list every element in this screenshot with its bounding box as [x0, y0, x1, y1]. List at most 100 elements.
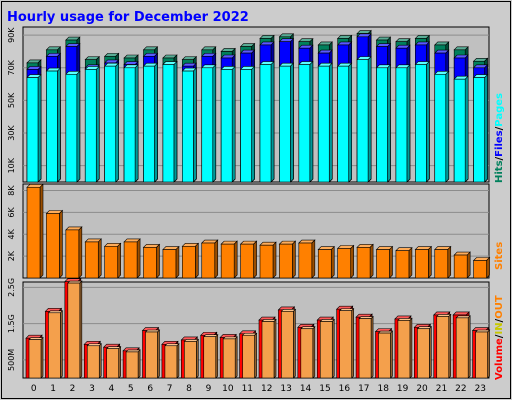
hour-label: 11	[242, 384, 253, 394]
legend-entry: OUT	[494, 295, 505, 319]
pages-bar	[414, 60, 431, 183]
pages-bar	[84, 65, 100, 183]
pages-bar	[142, 62, 159, 183]
out-bar	[319, 318, 335, 379]
pages-bar	[220, 65, 236, 183]
hour-label: 15	[319, 384, 330, 394]
hits-files-pages-ytick-label: 90K	[7, 27, 16, 43]
hour-label: 16	[339, 384, 351, 394]
sites-bar	[278, 240, 297, 279]
hits-files-pages-panel: 10K 30K 50K 70K 90K	[7, 26, 490, 183]
hits-files-pages-plot-area	[22, 26, 490, 183]
pages-bar	[278, 62, 295, 183]
hour-label: 3	[89, 384, 95, 394]
legend-entry: /	[494, 156, 505, 160]
legend-entry: Files	[494, 130, 505, 156]
out-bar	[416, 326, 433, 379]
out-bar	[67, 280, 83, 379]
volume-ytick-label: 2.5G	[7, 278, 16, 297]
sites-bar	[181, 242, 200, 279]
pages-bar	[26, 73, 42, 183]
sites-bar	[453, 251, 471, 279]
pages-bar	[181, 67, 198, 183]
sites-bar	[26, 183, 44, 279]
hits-files-pages-ytick-label: 70K	[7, 59, 16, 75]
sites-ytick-label: 6K	[7, 207, 16, 218]
out-bar	[183, 338, 200, 379]
out-bar	[241, 332, 258, 379]
out-bar	[86, 343, 102, 379]
sites-bar	[375, 245, 394, 279]
pages-bar	[472, 73, 489, 183]
pages-bar	[298, 60, 314, 183]
sites-bar	[84, 238, 102, 279]
out-bar	[105, 345, 122, 379]
hour-label: 5	[128, 384, 134, 394]
hour-label: 23	[475, 384, 486, 394]
sites-bar	[65, 226, 83, 279]
hits-files-pages-ytick-label: 50K	[7, 92, 16, 108]
sites-ytick-label: 8K	[7, 185, 16, 196]
hour-label: 13	[280, 384, 291, 394]
pages-bar	[375, 64, 392, 183]
sites-bar	[259, 241, 277, 279]
sites-ytick-label: 4K	[7, 228, 16, 239]
pages-bar	[259, 60, 275, 183]
sites-bar	[434, 245, 452, 279]
pages-bar	[395, 64, 411, 183]
out-bar	[338, 307, 355, 379]
pages-bar	[239, 65, 256, 183]
legend-entry: Pages	[494, 93, 505, 127]
out-bar	[474, 329, 491, 379]
legend-entry: /	[494, 318, 505, 322]
pages-bar	[317, 62, 333, 183]
legend-entry: Volume	[494, 338, 505, 380]
out-bar	[164, 343, 180, 379]
volume-panel: 500M 1.5G 2.5G	[7, 277, 491, 379]
pages-bar	[336, 62, 353, 183]
out-bar	[47, 310, 64, 379]
volume-ytick-label: 500M	[7, 349, 16, 371]
hour-label: 2	[70, 384, 76, 394]
out-bar	[222, 336, 238, 379]
hour-label: 8	[186, 384, 192, 394]
pages-bar	[201, 64, 217, 183]
sites-legend: Sites	[494, 242, 505, 270]
hour-axis: 0 1 2 3 4 5 6 7 8 9 10 11 12 13 14 15 16 17 18 19 20 21 22 23	[31, 384, 486, 394]
volume-legend: Volume/IN/OUT	[494, 295, 505, 380]
out-bar	[144, 329, 161, 379]
pages-bar	[103, 62, 120, 183]
sites-bar	[336, 244, 355, 279]
pages-bar	[123, 64, 139, 183]
legend-entry: Hits	[494, 160, 505, 183]
legend-middle-text: Sites	[494, 242, 505, 270]
sites-bar	[201, 239, 219, 279]
hour-label: 0	[31, 384, 37, 394]
pages-bar	[45, 67, 62, 183]
hour-label: 10	[222, 384, 234, 394]
hour-label: 12	[261, 384, 272, 394]
hour-label: 20	[416, 384, 428, 394]
sites-bar	[142, 243, 161, 279]
pages-bar	[162, 60, 178, 183]
hour-label: 18	[377, 384, 389, 394]
out-bar	[358, 315, 374, 379]
sites-bar	[317, 245, 335, 279]
legend-bottom-text: Volume/IN/OUT	[494, 295, 505, 380]
sites-bar	[103, 242, 122, 279]
pages-bar	[434, 70, 450, 183]
sites-bar	[356, 243, 374, 279]
sites-ytick-label: 2K	[7, 250, 16, 261]
legend-entry: /	[494, 334, 505, 338]
sites-bar	[220, 240, 238, 279]
hits-files-pages-ytick-label: 10K	[7, 157, 16, 173]
out-bar	[300, 326, 316, 379]
chart-title: Hourly usage for December 2022	[7, 10, 249, 25]
out-bar	[455, 315, 471, 379]
sites-bar	[472, 256, 491, 279]
sites-bar	[395, 246, 413, 279]
sites-bar	[162, 245, 180, 279]
out-bar	[261, 318, 277, 379]
hour-label: 14	[300, 384, 312, 394]
